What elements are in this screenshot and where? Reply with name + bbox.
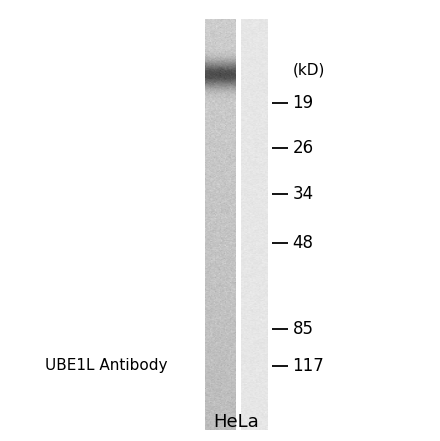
Text: HeLa: HeLa	[213, 413, 259, 431]
Text: 48: 48	[293, 234, 314, 252]
Text: 19: 19	[293, 94, 314, 112]
Text: (kD): (kD)	[293, 63, 325, 78]
Text: UBE1L Antibody: UBE1L Antibody	[45, 358, 167, 373]
Text: 26: 26	[293, 139, 314, 157]
Text: 117: 117	[293, 357, 324, 375]
Text: 34: 34	[293, 184, 314, 202]
Text: 85: 85	[293, 320, 314, 338]
